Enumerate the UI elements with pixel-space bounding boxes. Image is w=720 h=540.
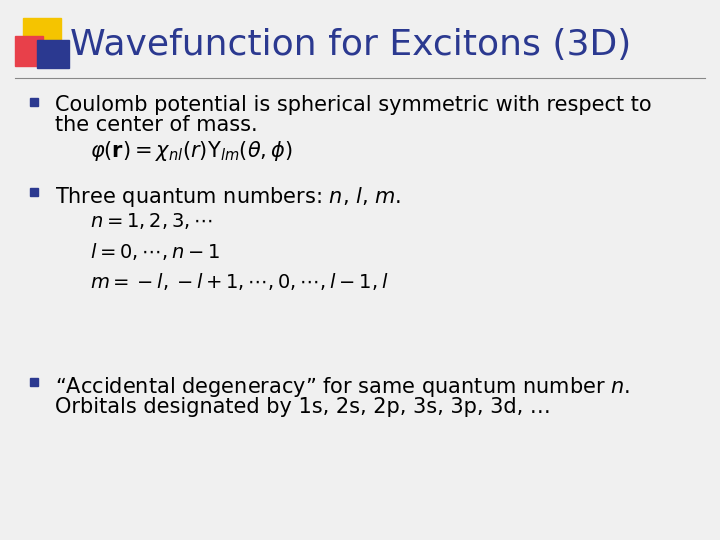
Text: Three quantum numbers: $n$, $l$, $m$.: Three quantum numbers: $n$, $l$, $m$. [55,185,401,209]
Text: Coulomb potential is spherical symmetric with respect to: Coulomb potential is spherical symmetric… [55,95,652,115]
Bar [30,188,38,196]
Text: $n = 1, 2, 3, \cdots$: $n = 1, 2, 3, \cdots$ [90,211,212,231]
Bar [37,40,69,68]
Text: the center of mass.: the center of mass. [55,115,258,135]
Text: $m = -l, -l+1, \cdots, 0, \cdots, l-1, l$: $m = -l, -l+1, \cdots, 0, \cdots, l-1, l… [90,271,389,292]
Text: $\varphi(\mathbf{r}) = \chi_{nl}(r)\mathrm{Y}_{lm}(\theta,\phi)$: $\varphi(\mathbf{r}) = \chi_{nl}(r)\math… [90,139,293,163]
Bar [15,36,43,66]
Text: Wavefunction for Excitons (3D): Wavefunction for Excitons (3D) [70,28,631,62]
Text: “Accidental degeneracy” for same quantum number $n$.: “Accidental degeneracy” for same quantum… [55,375,630,399]
Bar [23,18,61,53]
Bar [30,98,38,106]
Text: Orbitals designated by 1s, 2s, 2p, 3s, 3p, 3d, …: Orbitals designated by 1s, 2s, 2p, 3s, 3… [55,397,551,417]
Bar [30,378,38,386]
Text: $l = 0, \cdots, n-1$: $l = 0, \cdots, n-1$ [90,241,220,262]
